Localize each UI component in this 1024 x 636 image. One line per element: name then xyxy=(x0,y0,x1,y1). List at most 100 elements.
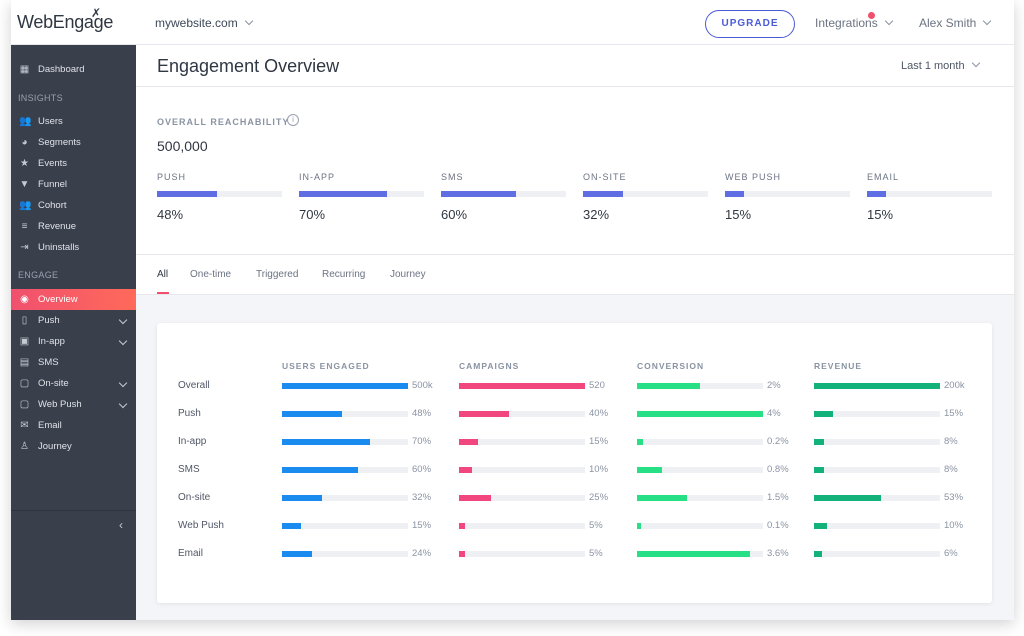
collapse-sidebar-icon[interactable]: ‹ xyxy=(119,518,123,532)
metric-bar-fill xyxy=(814,467,825,473)
channel-on-site: ON-SITE 32% xyxy=(583,172,708,222)
sidebar-item-web-push[interactable]: ▢ Web Push xyxy=(11,394,136,415)
date-range-label: Last 1 month xyxy=(901,60,965,72)
tab-one-time[interactable]: One-time xyxy=(190,269,232,280)
logo-mark-icon: ✗ xyxy=(91,6,101,20)
channel-bar-fill xyxy=(441,191,516,197)
app-window: WebEngage ✗ mywebsite.com UPGRADE Integra… xyxy=(11,0,1014,620)
sidebar-item-events[interactable]: ★ Events xyxy=(11,153,136,174)
sidebar-item-on-site[interactable]: ▢ On-site xyxy=(11,373,136,394)
notification-dot xyxy=(868,12,875,19)
sidebar-item-dashboard[interactable]: ▦ Dashboard xyxy=(11,59,136,80)
metric-bar-fill xyxy=(814,383,940,389)
channel-name: EMAIL xyxy=(867,172,900,182)
channel-name: SMS xyxy=(441,172,464,182)
metric-bar xyxy=(637,383,763,389)
channel-bar-fill xyxy=(867,191,886,197)
sidebar-item-funnel[interactable]: ▼ Funnel xyxy=(11,174,136,195)
metric-bar-fill xyxy=(282,495,323,501)
sidebar-item-in-app[interactable]: ▣ In-app xyxy=(11,331,136,352)
sidebar-item-label: Funnel xyxy=(38,179,68,190)
channel-bar xyxy=(299,191,424,197)
chevron-down-icon xyxy=(118,336,128,346)
sidebar-item-overview[interactable]: ◉ Overview xyxy=(11,289,136,310)
channel-name: PUSH xyxy=(157,172,187,182)
info-icon[interactable]: i xyxy=(287,114,299,126)
metric-bar-fill xyxy=(637,467,663,473)
channel-bar xyxy=(725,191,850,197)
metric-bar-fill xyxy=(637,495,688,501)
sidebar: ▦ Dashboard INSIGHTS 👥 Users ◕ Segments ★ Ev… xyxy=(11,45,136,620)
sidebar-item-label: Push xyxy=(38,315,60,326)
sidebar-item-uninstalls[interactable]: ⇥ Uninstalls xyxy=(11,237,136,258)
tab-journey[interactable]: Journey xyxy=(390,269,426,280)
sidebar-item-cohort[interactable]: 👥 Cohort xyxy=(11,195,136,216)
metric-value: 70% xyxy=(412,436,432,447)
reachability-label: OVERALL REACHABILITY xyxy=(157,117,290,127)
reachability-value: 500,000 xyxy=(157,138,208,154)
sidebar-item-journey[interactable]: ♙ Journey xyxy=(11,436,136,457)
column-header: CONVERSION xyxy=(637,361,705,371)
tab-all[interactable]: All xyxy=(157,269,169,280)
sidebar-section-insights: INSIGHTS xyxy=(18,93,63,103)
sidebar-item-revenue[interactable]: ≡ Revenue xyxy=(11,216,136,237)
metric-bar xyxy=(459,411,585,417)
column-header: USERS ENGAGED xyxy=(282,361,370,371)
metric-bar xyxy=(282,383,408,389)
sidebar-item-push[interactable]: ▯ Push xyxy=(11,310,136,331)
channel-bar xyxy=(583,191,708,197)
integrations-menu[interactable]: Integrations xyxy=(815,16,893,30)
sidebar-item-segments[interactable]: ◕ Segments xyxy=(11,132,136,153)
top-bar: WebEngage ✗ mywebsite.com UPGRADE Integra… xyxy=(11,0,1014,45)
metric-bar xyxy=(637,495,763,501)
brand-logo[interactable]: WebEngage ✗ xyxy=(17,6,113,33)
website-selector[interactable]: mywebsite.com xyxy=(155,16,253,30)
page-title: Engagement Overview xyxy=(157,56,340,76)
sidebar-item-email[interactable]: ✉ Email xyxy=(11,415,136,436)
chevron-down-icon xyxy=(884,16,893,26)
metric-bar xyxy=(814,467,940,473)
metric-bar-fill xyxy=(459,411,510,417)
integrations-label: Integrations xyxy=(815,16,878,30)
metric-bar xyxy=(459,439,585,445)
metric-bar xyxy=(459,383,585,389)
metric-value: 15% xyxy=(589,436,609,447)
metric-value: 200k xyxy=(944,380,965,391)
sidebar-item-label: Overview xyxy=(38,294,78,305)
channel-push: PUSH 48% xyxy=(157,172,282,222)
metric-bar xyxy=(814,495,940,501)
metric-bar-fill xyxy=(637,551,751,557)
sidebar-section-engage: ENGAGE xyxy=(18,270,59,280)
on-site-icon: ▢ xyxy=(19,378,30,389)
sidebar-item-sms[interactable]: ▤ SMS xyxy=(11,352,136,373)
row-label: On-site xyxy=(178,492,211,503)
channel-percent: 15% xyxy=(725,207,752,222)
metric-value: 25% xyxy=(589,492,609,503)
channel-percent: 60% xyxy=(441,207,468,222)
events-icon: ★ xyxy=(20,158,29,169)
date-range-selector[interactable]: Last 1 month xyxy=(901,58,980,72)
users-icon: 👥 xyxy=(19,116,32,127)
metric-value: 500k xyxy=(412,380,433,391)
sidebar-item-label: Web Push xyxy=(38,399,82,410)
tab-triggered[interactable]: Triggered xyxy=(256,269,299,280)
chevron-down-icon xyxy=(118,399,128,409)
metric-bar-fill xyxy=(459,383,585,389)
user-menu[interactable]: Alex Smith xyxy=(919,16,992,30)
sidebar-item-label: Events xyxy=(38,158,68,169)
chevron-down-icon xyxy=(118,378,128,388)
in-app-icon: ▣ xyxy=(19,336,30,347)
metric-bar xyxy=(459,467,585,473)
journey-icon: ♙ xyxy=(20,441,29,452)
tab-recurring[interactable]: Recurring xyxy=(322,269,366,280)
reachability-panel: OVERALL REACHABILITY i 500,000 PUSH 48% IN… xyxy=(136,87,1014,255)
user-name: Alex Smith xyxy=(919,16,977,30)
metric-value: 10% xyxy=(944,520,964,531)
metric-bar xyxy=(814,411,940,417)
metric-bar-fill xyxy=(814,523,827,529)
sidebar-item-label: SMS xyxy=(38,357,59,368)
upgrade-button[interactable]: UPGRADE xyxy=(705,10,795,38)
sidebar-item-users[interactable]: 👥 Users xyxy=(11,111,136,132)
metric-bar-fill xyxy=(282,411,343,417)
metric-value: 5% xyxy=(589,520,603,531)
